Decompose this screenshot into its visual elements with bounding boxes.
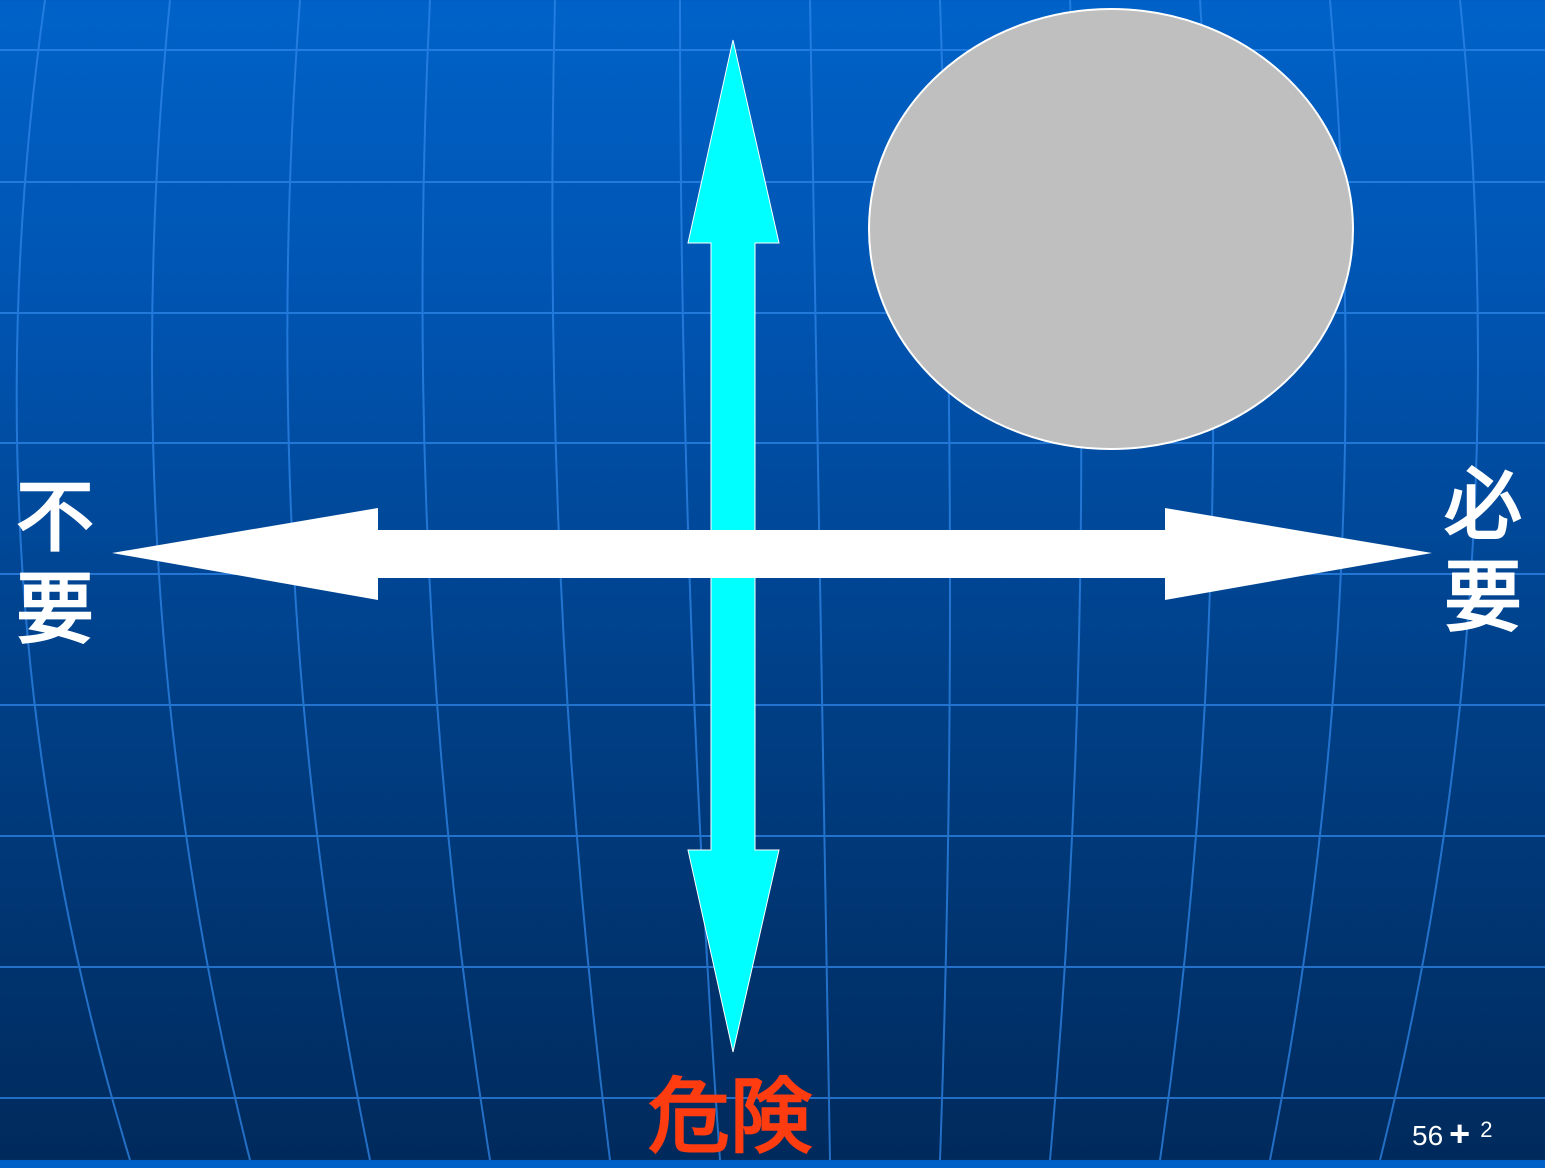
slide-footer: 56 +2 bbox=[1412, 1110, 1492, 1156]
footer-plus: + bbox=[1449, 1113, 1471, 1154]
label-right-char-2: 要 bbox=[1443, 553, 1522, 643]
page-number: 2 bbox=[1480, 1117, 1493, 1142]
label-left-char-2: 要 bbox=[15, 565, 94, 655]
label-danger: 危険 bbox=[648, 1070, 813, 1165]
gray-ellipse bbox=[868, 8, 1354, 450]
label-necessary: 必 要 bbox=[1438, 460, 1528, 644]
label-unnecessary: 不 要 bbox=[10, 472, 100, 656]
horizontal-double-arrow bbox=[112, 508, 1432, 600]
label-left-char-1: 不 bbox=[15, 473, 94, 563]
label-right-char-1: 必 bbox=[1443, 461, 1522, 551]
footer-number: 56 bbox=[1412, 1120, 1444, 1151]
